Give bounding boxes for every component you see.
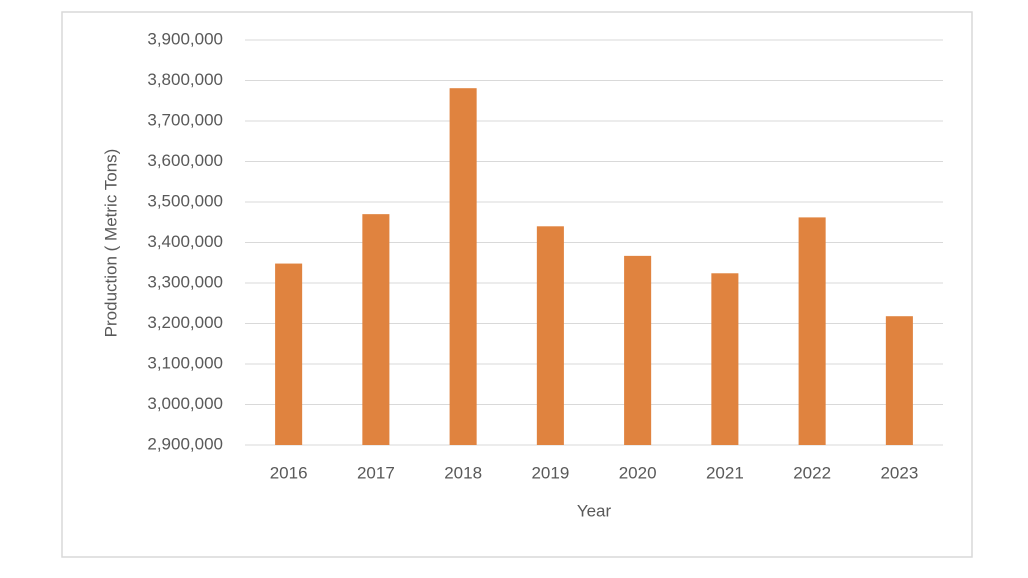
y-tick-label: 3,000,000: [147, 394, 223, 413]
y-tick-label: 3,700,000: [147, 110, 223, 129]
y-tick-label: 2,900,000: [147, 434, 223, 453]
y-tick-label: 3,800,000: [147, 70, 223, 89]
x-tick-label: 2021: [706, 463, 744, 482]
y-tick-label: 3,400,000: [147, 232, 223, 251]
x-tick-label: 2019: [531, 463, 569, 482]
y-tick-label: 3,500,000: [147, 191, 223, 210]
x-tick-label: 2017: [357, 463, 395, 482]
y-tick-label: 3,900,000: [147, 29, 223, 48]
x-tick-label: 2023: [880, 463, 918, 482]
x-axis-title: Year: [577, 501, 612, 520]
y-axis-title: Production ( Metric Tons): [101, 149, 120, 338]
bar: [798, 217, 826, 445]
bar: [624, 255, 652, 445]
bar: [449, 88, 477, 445]
bar: [275, 263, 303, 445]
bar: [885, 316, 913, 445]
bar: [362, 214, 390, 445]
x-tick-label: 2022: [793, 463, 831, 482]
bar: [711, 273, 739, 445]
x-tick-label: 2018: [444, 463, 482, 482]
y-tick-label: 3,200,000: [147, 313, 223, 332]
x-tick-label: 2016: [270, 463, 308, 482]
y-tick-label: 3,300,000: [147, 272, 223, 291]
y-tick-label: 3,600,000: [147, 151, 223, 170]
y-tick-label: 3,100,000: [147, 353, 223, 372]
x-tick-label: 2020: [619, 463, 657, 482]
bar: [536, 226, 564, 445]
